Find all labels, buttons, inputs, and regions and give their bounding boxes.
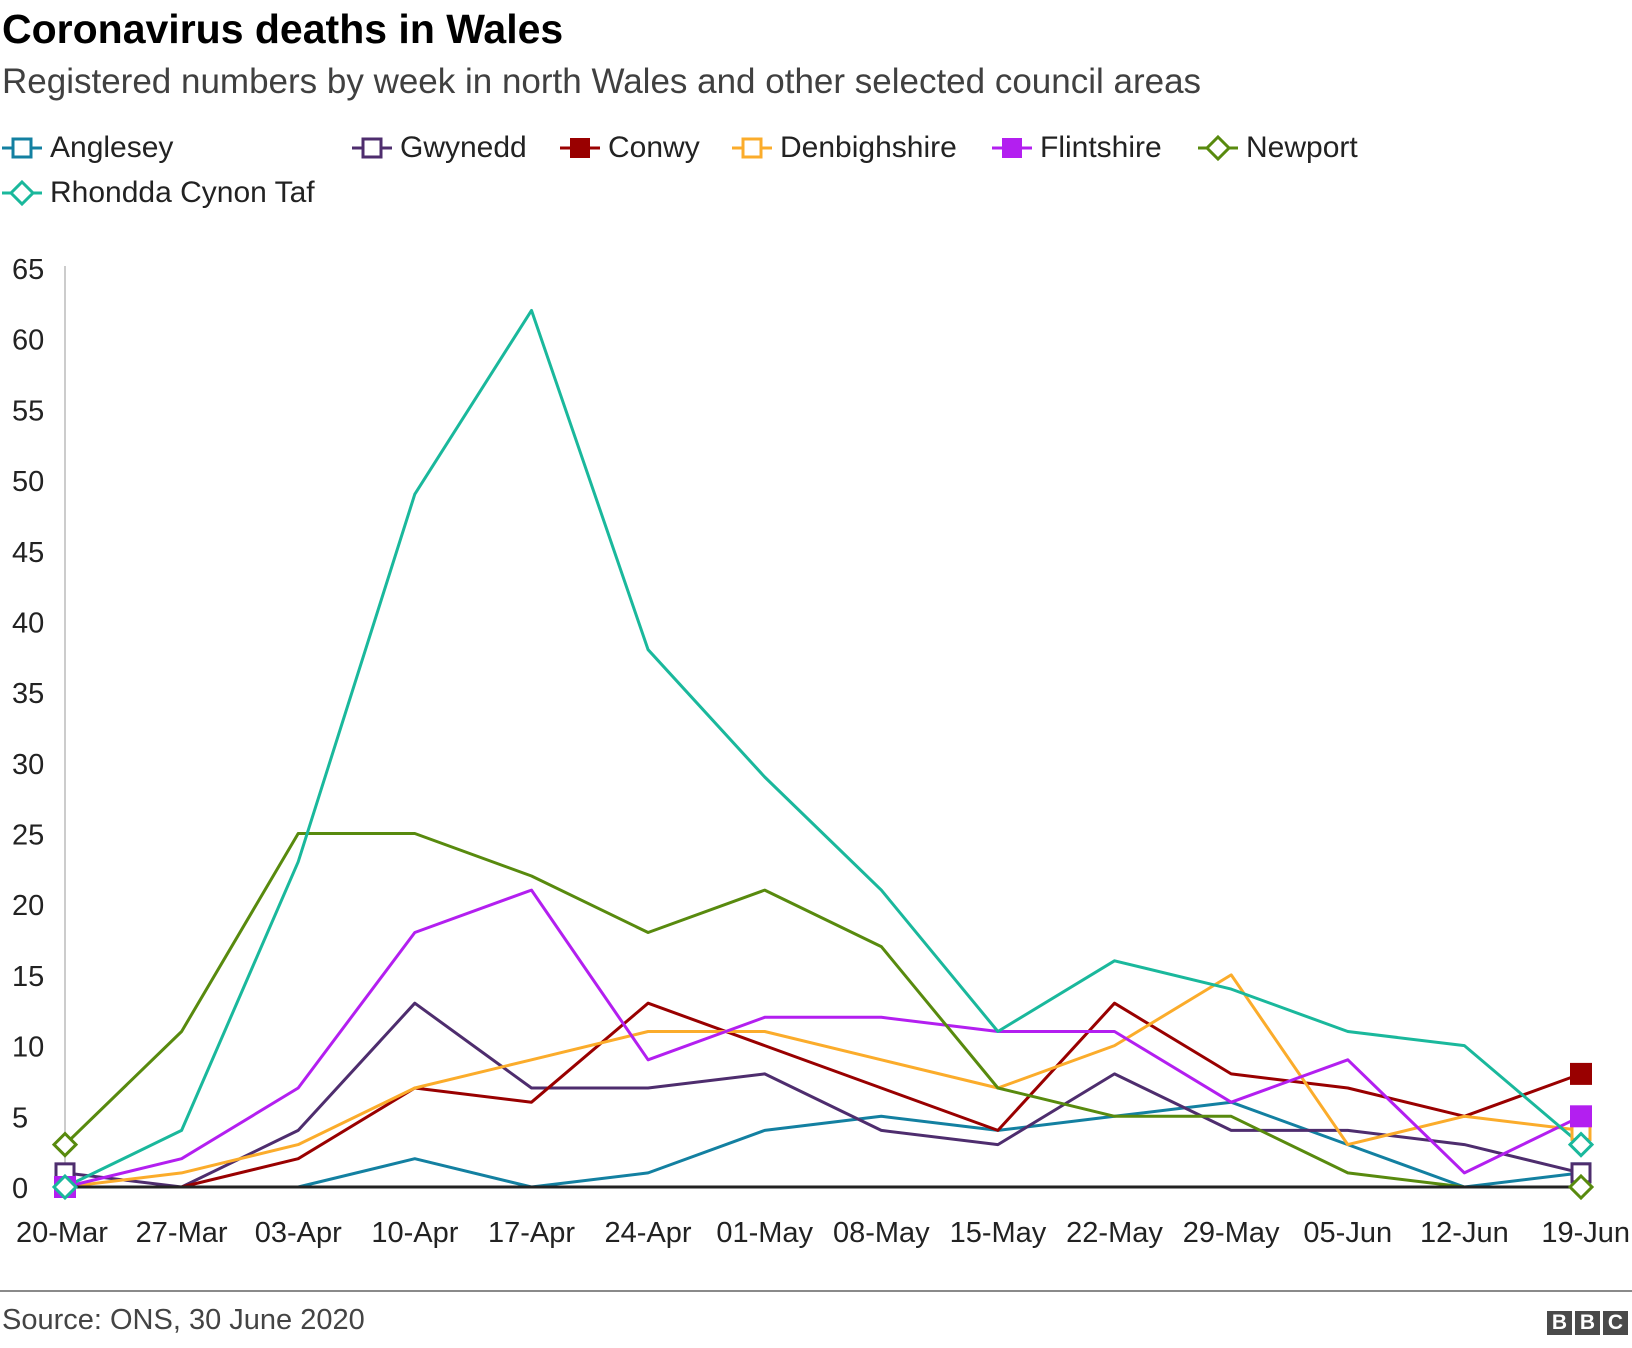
- legend-marker-denbighshire: [732, 137, 772, 159]
- x-tick-label: 01-May: [716, 1217, 813, 1249]
- x-tick-label: 08-May: [833, 1217, 930, 1249]
- series-line-denbighshire: [64, 973, 1582, 1189]
- y-tick-label: 5: [12, 1102, 28, 1134]
- x-tick-label: 29-May: [1183, 1217, 1280, 1249]
- legend-item-anglesey: Anglesey: [0, 128, 173, 168]
- legend-marker-flintshire: [992, 138, 1032, 158]
- chart-subtitle: Registered numbers by week in north Wale…: [2, 62, 1202, 101]
- y-tick-label: 15: [12, 961, 44, 993]
- legend-marker-conwy: [560, 138, 600, 158]
- y-tick-label: 30: [12, 749, 44, 781]
- y-tick-label: 0: [12, 1173, 28, 1205]
- legend-label-gwynedd: Gwynedd: [400, 131, 527, 164]
- bbc-logo: B B C: [1547, 1311, 1628, 1335]
- point-newport-end: [1567, 1173, 1595, 1201]
- chart-title: Coronavirus deaths in Wales: [2, 6, 564, 52]
- point-conwy-end: [1570, 1062, 1592, 1085]
- x-tick-label: 17-Apr: [488, 1217, 575, 1249]
- x-tick-label: 22-May: [1066, 1217, 1163, 1249]
- legend-marker-rhondda-cynon-taf: [2, 179, 42, 207]
- y-tick-label: 10: [12, 1032, 44, 1064]
- legend-label-rhondda-cynon-taf: Rhondda Cynon Taf: [50, 176, 315, 209]
- footer-divider: [0, 1290, 1632, 1292]
- legend-item-rhondda-cynon-taf: Rhondda Cynon Taf: [0, 173, 315, 213]
- point-flintshire-end: [1570, 1105, 1592, 1128]
- y-tick-label: 50: [12, 466, 44, 498]
- x-tick-label: 24-Apr: [605, 1217, 692, 1249]
- legend-label-flintshire: Flintshire: [1040, 131, 1162, 164]
- x-tick-label: 19-Jun: [1541, 1217, 1630, 1249]
- legend-label-newport: Newport: [1246, 131, 1358, 164]
- y-tick-label: 60: [12, 325, 44, 357]
- series-line-newport: [63, 832, 1581, 1189]
- series-line-gwynedd: [64, 1001, 1582, 1189]
- legend-item-denbighshire: Denbighshire: [730, 128, 957, 168]
- legend-marker-newport: [1198, 134, 1238, 162]
- bbc-logo-letter: B: [1547, 1311, 1572, 1335]
- x-tick-label: 03-Apr: [255, 1217, 342, 1249]
- series-line-anglesey: [65, 1100, 1582, 1189]
- line-chart: 0 5 10 15 20 25 30 35 40 45 50 55 60 65 20-Mar 27-Mar 03…: [12, 254, 1630, 1249]
- legend-item-gwynedd: Gwynedd: [350, 128, 527, 168]
- point-rhondda-cynon-taf-end: [1567, 1131, 1595, 1158]
- x-tick-label: 15-May: [950, 1217, 1047, 1249]
- x-tick-label: 27-Mar: [136, 1217, 228, 1249]
- point-rhondda-cynon-taf-start: [51, 1173, 79, 1201]
- legend-label-conwy: Conwy: [608, 131, 700, 164]
- legend-item-conwy: Conwy: [558, 128, 700, 168]
- y-tick-label: 35: [12, 678, 44, 710]
- legend-marker-gwynedd: [352, 137, 392, 159]
- legend-item-flintshire: Flintshire: [990, 128, 1162, 168]
- series-line-conwy: [65, 1001, 1582, 1189]
- x-tick-label: 10-Apr: [371, 1217, 458, 1249]
- y-tick-label: 55: [12, 395, 44, 427]
- y-tick-label: 40: [12, 607, 44, 639]
- legend-marker-anglesey: [2, 137, 42, 159]
- series-line-rhondda-cynon-taf: [64, 308, 1582, 1189]
- point-newport-start: [51, 1131, 79, 1158]
- x-tick-label: 20-Mar: [16, 1217, 108, 1249]
- y-tick-label: 25: [12, 820, 44, 852]
- x-tick-label: 05-Jun: [1303, 1217, 1392, 1249]
- legend-label-denbighshire: Denbighshire: [780, 131, 957, 164]
- legend-label-anglesey: Anglesey: [50, 131, 174, 164]
- legend-item-newport: Newport: [1196, 128, 1358, 168]
- source-note: Source: ONS, 30 June 2020: [2, 1304, 365, 1336]
- bbc-logo-letter: B: [1575, 1311, 1600, 1335]
- y-tick-label: 45: [12, 537, 44, 569]
- series-line-flintshire: [64, 888, 1582, 1189]
- x-tick-label: 12-Jun: [1420, 1217, 1509, 1249]
- y-tick-label: 20: [12, 890, 44, 922]
- y-tick-label: 65: [12, 254, 44, 286]
- bbc-logo-letter: C: [1603, 1311, 1628, 1335]
